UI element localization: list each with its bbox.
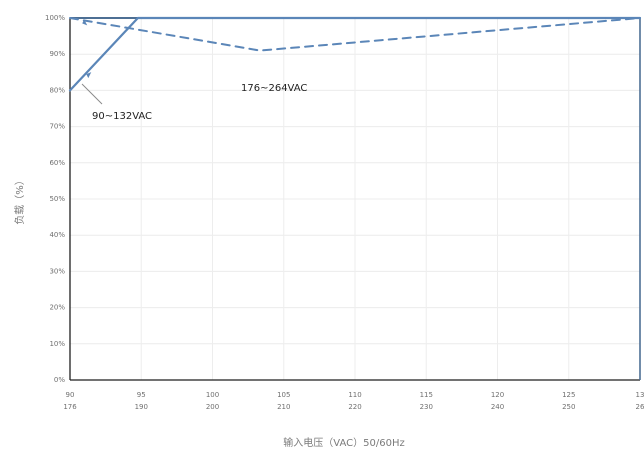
y-tick-label: 90% <box>49 50 65 58</box>
x-tick-label-primary: 100 <box>206 391 219 399</box>
x-tick-label-secondary: 250 <box>562 403 575 411</box>
x-tick-label-secondary: 240 <box>491 403 504 411</box>
x-tick-label-primary: 95 <box>137 391 146 399</box>
y-tick-label: 50% <box>49 195 65 203</box>
series-2-marker <box>82 19 88 26</box>
y-tick-label: 20% <box>49 304 65 312</box>
series-layer <box>68 16 642 105</box>
label-layer: 输入电压（VAC）50/60Hz 负载（%） 90~132VAC 176~264… <box>13 83 405 449</box>
series-1-marker <box>86 72 92 79</box>
x-tick-label-primary: 120 <box>491 391 504 399</box>
x-tick-label-primary: 115 <box>420 391 433 399</box>
x-tick-label-secondary: 230 <box>420 403 433 411</box>
x-tick-label-secondary: 200 <box>206 403 219 411</box>
x-tick-label-primary: 105 <box>277 391 290 399</box>
x-tick-label-primary: 90 <box>66 391 75 399</box>
callout-line-90-132 <box>81 83 103 105</box>
x-tick-label-primary: 13 <box>636 391 644 399</box>
grid-layer <box>70 18 640 380</box>
y-axis-title: 负载（%） <box>13 175 26 225</box>
series-line-2 <box>69 17 641 52</box>
x-tick-label-secondary: 26 <box>636 403 644 411</box>
y-tick-label: 80% <box>49 86 65 94</box>
x-tick-label-primary: 125 <box>562 391 575 399</box>
y-tick-label: 30% <box>49 267 65 275</box>
y-tick-label: 0% <box>54 376 65 384</box>
y-tick-label: 100% <box>45 14 65 22</box>
y-tick-label: 70% <box>49 123 65 131</box>
axis-layer: 0% 10% 20% 30% 40% 50% 60% 70% 80% 90% 100% 90 176 95… <box>45 14 644 411</box>
x-axis-title: 输入电压（VAC）50/60Hz <box>283 436 404 449</box>
x-tick-label-secondary: 220 <box>348 403 361 411</box>
x-tick-label-primary: 110 <box>348 391 361 399</box>
series-label-176-264: 176~264VAC <box>241 83 307 94</box>
x-tick-label-secondary: 190 <box>135 403 148 411</box>
x-tick-label-secondary: 210 <box>277 403 290 411</box>
series-label-90-132: 90~132VAC <box>92 111 152 122</box>
series-line-1 <box>68 16 642 92</box>
y-tick-label: 10% <box>49 340 65 348</box>
y-tick-label: 40% <box>49 231 65 239</box>
x-tick-label-secondary: 176 <box>63 403 77 411</box>
y-tick-label: 60% <box>49 159 65 167</box>
